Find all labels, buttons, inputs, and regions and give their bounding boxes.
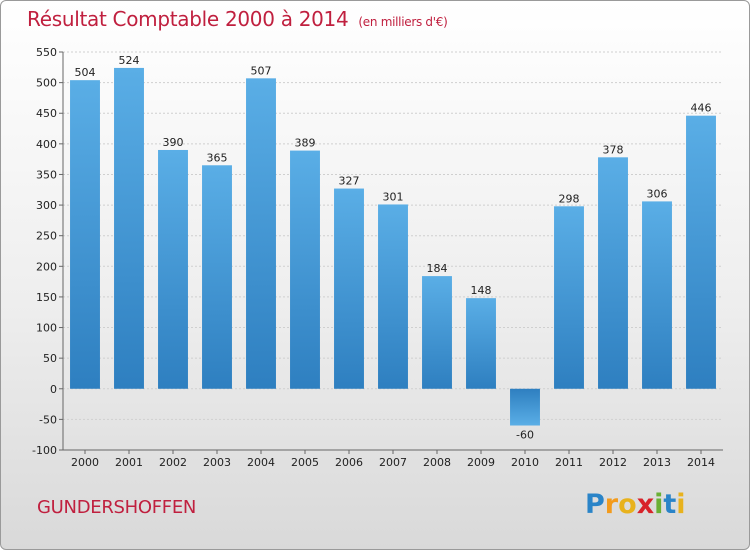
x-tick-label-2012: 2012 [599, 456, 627, 469]
y-tick-label: 100 [36, 322, 57, 335]
value-label-2000: 504 [75, 66, 96, 79]
y-tick-label: 350 [36, 168, 57, 181]
x-tick-label-2014: 2014 [687, 456, 715, 469]
bar-2009 [466, 298, 496, 389]
x-tick-label-2008: 2008 [423, 456, 451, 469]
chart-unit: (en milliers d'€) [358, 15, 448, 29]
y-tick-label: 250 [36, 230, 57, 243]
y-tick-label: 200 [36, 260, 57, 273]
bar-2003 [202, 165, 232, 389]
logo-letter: x [636, 489, 655, 520]
value-label-2006: 327 [339, 175, 360, 188]
value-label-2007: 301 [383, 190, 404, 203]
y-tick-label: 400 [36, 138, 57, 151]
logo-letter: i [676, 489, 686, 520]
value-label-2008: 184 [427, 262, 448, 275]
bar-2012 [598, 157, 628, 389]
bar-2002 [158, 149, 188, 389]
value-label-2014: 446 [691, 102, 712, 115]
x-tick-label-2002: 2002 [159, 456, 187, 469]
x-tick-label-2009: 2009 [467, 456, 495, 469]
x-tick-label-2010: 2010 [511, 456, 539, 469]
value-label-2004: 507 [251, 64, 272, 77]
y-tick-label: 150 [36, 291, 57, 304]
y-tick-label: 0 [50, 383, 57, 396]
y-tick-label: 500 [36, 77, 57, 90]
value-label-2009: 148 [471, 284, 492, 297]
value-label-2003: 365 [207, 151, 228, 164]
y-tick-label: -50 [39, 413, 57, 426]
value-label-2011: 298 [559, 192, 580, 205]
bar-2005 [290, 150, 320, 389]
bar-2013 [642, 201, 672, 389]
value-label-2005: 389 [295, 137, 316, 150]
bar-2008 [422, 276, 452, 389]
bar-2011 [554, 206, 584, 389]
chart-title: Résultat Comptable 2000 à 2014 (en millie… [27, 7, 448, 31]
value-label-2002: 390 [163, 136, 184, 149]
bar-2010 [510, 388, 540, 426]
bar-2006 [334, 188, 364, 389]
bar-2000 [70, 80, 100, 389]
y-tick-label: -100 [32, 444, 57, 457]
x-tick-label-2000: 2000 [71, 456, 99, 469]
x-tick-label-2005: 2005 [291, 456, 319, 469]
value-label-2013: 306 [647, 187, 668, 200]
logo-letter: i [654, 489, 664, 520]
y-tick-label: 300 [36, 199, 57, 212]
value-label-2012: 378 [603, 143, 624, 156]
value-label-2001: 524 [119, 54, 140, 67]
x-tick-label-2003: 2003 [203, 456, 231, 469]
logo-letter: o [618, 489, 637, 520]
logo-letter: P [585, 489, 605, 520]
x-tick-label-2004: 2004 [247, 456, 275, 469]
bar-2001 [114, 67, 144, 389]
bar-2007 [378, 204, 408, 389]
logo-letter: r [604, 489, 619, 520]
city-name: GUNDERSHOFFEN [37, 497, 197, 518]
x-tick-label-2011: 2011 [555, 456, 583, 469]
logo-letter: t [663, 489, 677, 520]
x-tick-label-2001: 2001 [115, 456, 143, 469]
proxiti-logo: Proxiti [585, 489, 686, 520]
y-tick-label: 450 [36, 107, 57, 120]
x-tick-label-2013: 2013 [643, 456, 671, 469]
x-tick-label-2006: 2006 [335, 456, 363, 469]
chart-title-text: Résultat Comptable 2000 à 2014 [27, 7, 349, 31]
y-tick-label: 550 [36, 46, 57, 59]
bar-2014 [686, 115, 716, 389]
value-label-2010: -60 [516, 429, 534, 442]
bar-2004 [246, 78, 276, 389]
x-tick-label-2007: 2007 [379, 456, 407, 469]
y-tick-label: 50 [43, 352, 57, 365]
